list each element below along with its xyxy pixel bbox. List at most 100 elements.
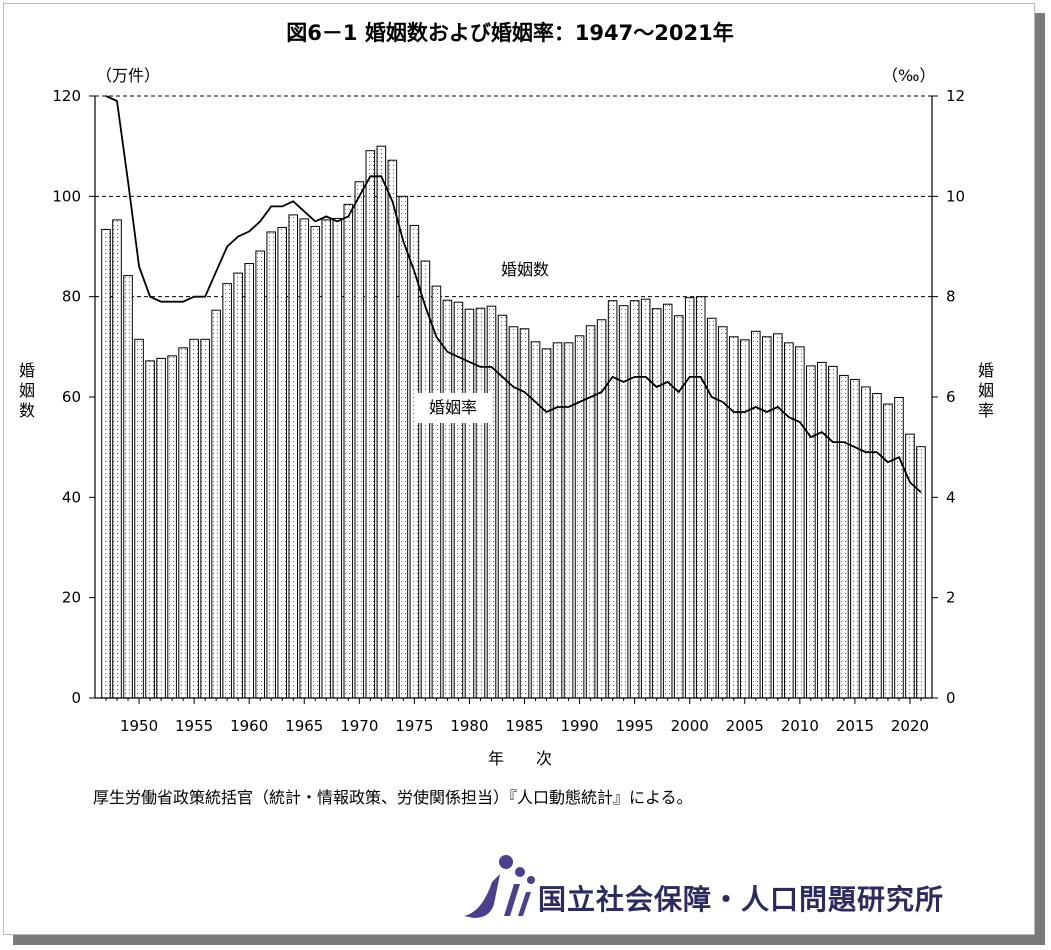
left-tick-label: 20 [62, 589, 81, 607]
bar-2004 [728, 336, 739, 699]
x-tick-label: 2000 [671, 717, 709, 735]
x-tick-label: 1950 [120, 717, 158, 735]
bar-1964 [288, 214, 299, 699]
bar-1972 [376, 145, 387, 699]
right-unit-label: （‰） [882, 66, 935, 85]
bar-1987 [541, 348, 552, 699]
x-tick-label: 2015 [836, 717, 874, 735]
bar-2013 [828, 365, 838, 699]
bar-2016 [861, 386, 871, 699]
annotation-marriages: 婚姻数 [501, 260, 549, 279]
bar-1989 [563, 342, 574, 699]
bar-2008 [773, 333, 783, 699]
bar-1994 [618, 305, 629, 699]
right-tick-label: 6 [946, 388, 956, 406]
bar-2005 [739, 339, 750, 699]
bar-2019 [894, 397, 904, 699]
left-tick-label: 120 [52, 87, 81, 105]
bar-1996 [640, 298, 651, 699]
bar-1957 [211, 309, 221, 699]
bar-1983 [497, 314, 508, 699]
bar-2018 [883, 403, 893, 699]
bar-1950 [134, 338, 144, 699]
left-tick-label: 100 [52, 187, 81, 205]
bar-1962 [266, 231, 277, 699]
x-tick-label: 2010 [781, 717, 819, 735]
bar-1979 [453, 301, 464, 699]
bar-1958 [222, 283, 232, 699]
x-tick-label: 1985 [505, 717, 543, 735]
right-tick-label: 12 [946, 87, 965, 105]
source-note: 厚生労働省政策統括官（統計・情報政策、労使関係担当）『人口動態統計』による。 [93, 788, 693, 807]
bar-1956 [200, 338, 210, 699]
bar-2014 [839, 374, 849, 699]
line-series-marriage-rate [105, 95, 922, 493]
bar-1978 [442, 299, 453, 699]
x-tick-label: 1955 [175, 717, 213, 735]
bar-1990 [574, 335, 585, 699]
left-unit-label: （万件） [96, 66, 160, 85]
bar-1968 [332, 217, 343, 699]
bar-2012 [817, 361, 827, 699]
bar-1974 [398, 195, 409, 699]
bar-2009 [784, 342, 794, 699]
x-tick-label: 1960 [230, 717, 268, 735]
bar-1955 [189, 338, 199, 699]
bar-1997 [651, 308, 662, 699]
left-tick-label: 40 [62, 488, 81, 506]
bar-1948 [112, 219, 122, 699]
right-tick-label: 0 [946, 689, 956, 707]
bar-1949 [123, 275, 133, 699]
bar-1992 [596, 319, 607, 699]
annotation-marriage-rate: 婚姻率 [429, 398, 477, 417]
left-axis-label: 婚姻数 [19, 361, 35, 420]
bar-1970 [354, 181, 365, 699]
axes: 0 20 40 60 80 100 120 0 2 4 6 8 10 12 1950 1955 1960 1965… [52, 87, 965, 735]
right-tick-label: 2 [946, 589, 956, 607]
bar-1986 [530, 341, 541, 699]
bar-1984 [508, 326, 519, 699]
institute-logo-mark [464, 855, 535, 918]
bar-1967 [321, 219, 332, 699]
bar-1954 [178, 347, 188, 699]
bar-2010 [795, 346, 805, 699]
annotation-rate-background [414, 393, 492, 423]
right-tick-label: 10 [946, 187, 965, 205]
bar-1963 [277, 226, 288, 699]
bar-1995 [629, 300, 640, 699]
bar-1959 [233, 272, 243, 699]
bar-1998 [662, 303, 673, 699]
x-tick-label: 1965 [285, 717, 323, 735]
bar-2017 [872, 392, 882, 699]
right-axis-label: 婚姻率 [978, 361, 994, 420]
bar-1993 [607, 300, 618, 699]
bar-2007 [762, 336, 772, 699]
bar-1980 [464, 308, 475, 699]
bar-2000 [684, 297, 695, 699]
x-tick-label: 1980 [450, 717, 488, 735]
bar-1951 [145, 360, 155, 699]
bar-1965 [299, 218, 310, 699]
bar-1973 [387, 159, 398, 699]
axis-labels: （万件） （‰） 年 次 婚姻数 婚姻率 [19, 66, 994, 768]
bar-2011 [806, 365, 816, 699]
marriage-rate-line [105, 95, 922, 493]
bar-1961 [255, 250, 265, 699]
left-tick-label: 60 [62, 388, 81, 406]
x-axis-label: 年 次 [488, 749, 552, 768]
annotations: 婚姻数 婚姻率 [414, 260, 549, 423]
bar-1952 [156, 357, 166, 699]
x-tick-label: 1995 [616, 717, 654, 735]
bar-series-marriages [101, 145, 926, 699]
bar-2021 [916, 446, 926, 699]
x-tick-label: 1970 [340, 717, 378, 735]
chart-title: 図6－1 婚姻数および婚姻率：1947～2021年 [286, 21, 734, 45]
bar-1947 [101, 228, 111, 699]
x-tick-label: 2020 [891, 717, 929, 735]
bar-2006 [750, 330, 761, 699]
bar-1966 [310, 225, 321, 699]
bar-1976 [420, 260, 431, 699]
x-tick-label: 1990 [560, 717, 598, 735]
institute-logo: 国立社会保障・人口問題研究所 [460, 852, 943, 922]
